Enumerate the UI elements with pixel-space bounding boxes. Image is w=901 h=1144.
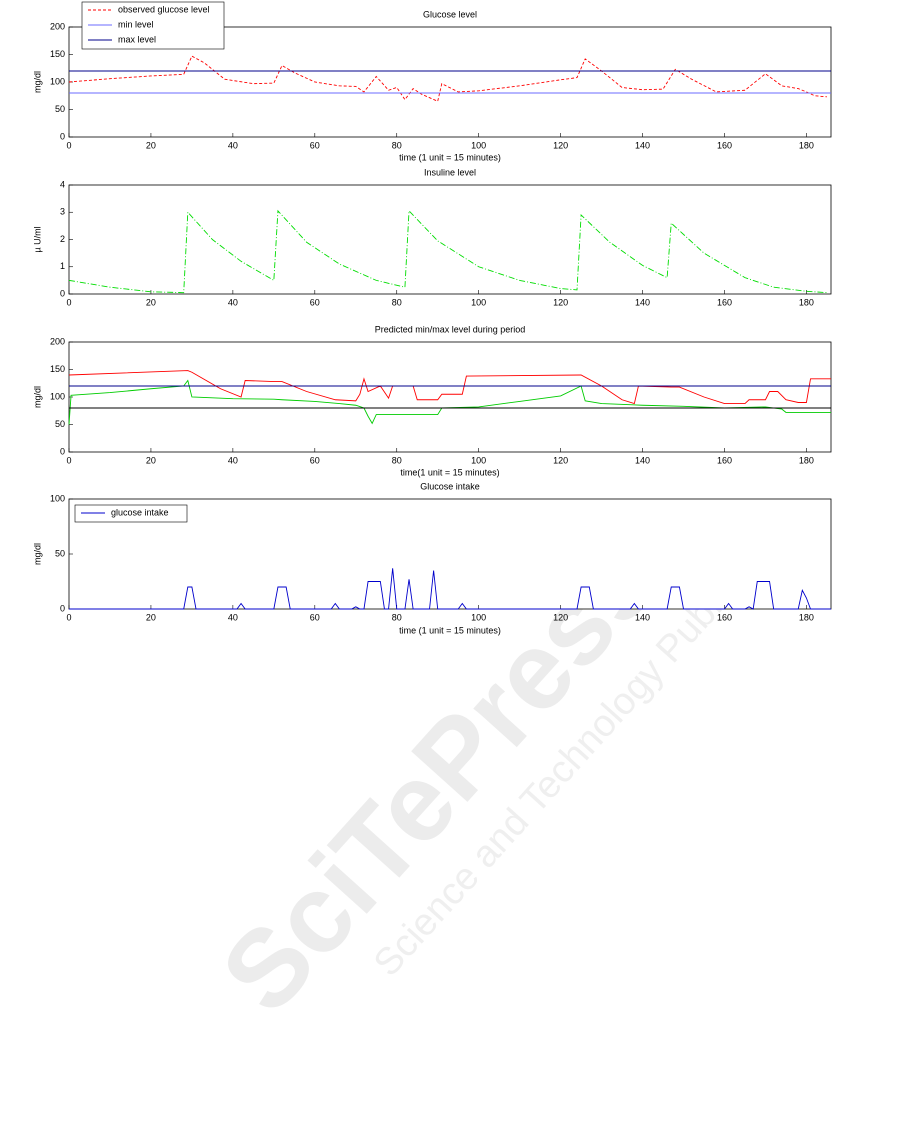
- x-tick-label: 20: [146, 140, 156, 150]
- legend-label: max level: [118, 34, 156, 44]
- y-tick-label: 4: [60, 179, 65, 189]
- y-tick-label: 0: [60, 288, 65, 298]
- x-tick-label: 80: [392, 455, 402, 465]
- x-tick-label: 140: [635, 140, 650, 150]
- x-tick-label: 60: [310, 612, 320, 622]
- data-line: [69, 568, 831, 610]
- chart-title: Glucose level: [423, 9, 477, 19]
- x-tick-label: 100: [471, 455, 486, 465]
- x-tick-label: 180: [799, 455, 814, 465]
- x-tick-label: 120: [553, 297, 568, 307]
- x-tick-label: 20: [146, 612, 156, 622]
- y-tick-label: 200: [50, 21, 65, 31]
- x-tick-label: 100: [471, 140, 486, 150]
- y-tick-label: 0: [60, 603, 65, 613]
- y-tick-label: 150: [50, 49, 65, 59]
- y-tick-label: 2: [60, 234, 65, 244]
- plot-area: [68, 498, 832, 610]
- x-tick-label: 0: [66, 140, 71, 150]
- plot-area: [68, 184, 832, 295]
- legend: observed glucose level min level max level: [81, 1, 225, 50]
- x-tick-label: 120: [553, 455, 568, 465]
- x-tick-label: 80: [392, 297, 402, 307]
- x-tick-label: 180: [799, 297, 814, 307]
- y-axis-label: mg/dl: [32, 386, 42, 408]
- y-tick-label: 150: [50, 364, 65, 374]
- chart-title: Predicted min/max level during period: [375, 324, 526, 334]
- y-tick-label: 50: [55, 104, 65, 114]
- x-tick-label: 20: [146, 297, 156, 307]
- x-tick-label: 140: [635, 455, 650, 465]
- x-tick-label: 160: [717, 612, 732, 622]
- x-tick-label: 140: [635, 612, 650, 622]
- chart-title: Glucose intake: [420, 481, 480, 491]
- y-tick-label: 200: [50, 336, 65, 346]
- x-tick-label: 140: [635, 297, 650, 307]
- chart-title: Insuline level: [424, 167, 476, 177]
- y-tick-label: 1: [60, 261, 65, 271]
- x-tick-label: 0: [66, 612, 71, 622]
- y-axis-label: mg/dl: [32, 71, 42, 93]
- x-axis-label: time (1 unit = 15 minutes): [399, 152, 501, 162]
- x-tick-label: 180: [799, 612, 814, 622]
- x-tick-label: 60: [310, 297, 320, 307]
- x-tick-label: 0: [66, 455, 71, 465]
- legend-label: observed glucose level: [118, 4, 210, 14]
- legend-label: glucose intake: [111, 507, 169, 517]
- data-line: [68, 209, 827, 294]
- data-line: [68, 370, 831, 405]
- y-tick-label: 100: [50, 76, 65, 86]
- x-tick-label: 60: [310, 455, 320, 465]
- x-tick-label: 100: [471, 297, 486, 307]
- legend-label: min level: [118, 19, 154, 29]
- legend-box: [74, 504, 188, 523]
- x-tick-label: 40: [228, 612, 238, 622]
- y-tick-label: 0: [60, 446, 65, 456]
- x-tick-label: 160: [717, 455, 732, 465]
- x-axis-label: time (1 unit = 15 minutes): [399, 625, 501, 635]
- plot-area: [68, 341, 832, 453]
- y-tick-label: 50: [55, 419, 65, 429]
- x-axis-label: time(1 unit = 15 minutes): [400, 467, 499, 477]
- y-axis-label: µ U/ml: [32, 226, 42, 252]
- y-axis-label: mg/dl: [32, 543, 42, 565]
- x-tick-label: 40: [228, 297, 238, 307]
- y-tick-label: 3: [60, 207, 65, 217]
- legend: glucose intake: [74, 504, 188, 523]
- x-tick-label: 160: [717, 140, 732, 150]
- x-tick-label: 80: [392, 612, 402, 622]
- y-tick-label: 100: [50, 391, 65, 401]
- x-tick-label: 180: [799, 140, 814, 150]
- x-tick-label: 120: [553, 612, 568, 622]
- y-tick-label: 50: [55, 548, 65, 558]
- x-tick-label: 120: [553, 140, 568, 150]
- x-tick-label: 60: [310, 140, 320, 150]
- x-tick-label: 40: [228, 140, 238, 150]
- x-tick-label: 40: [228, 455, 238, 465]
- y-tick-label: 0: [60, 131, 65, 141]
- x-tick-label: 20: [146, 455, 156, 465]
- x-tick-label: 160: [717, 297, 732, 307]
- x-tick-label: 0: [66, 297, 71, 307]
- x-tick-label: 80: [392, 140, 402, 150]
- x-tick-label: 100: [471, 612, 486, 622]
- y-tick-label: 100: [50, 493, 65, 503]
